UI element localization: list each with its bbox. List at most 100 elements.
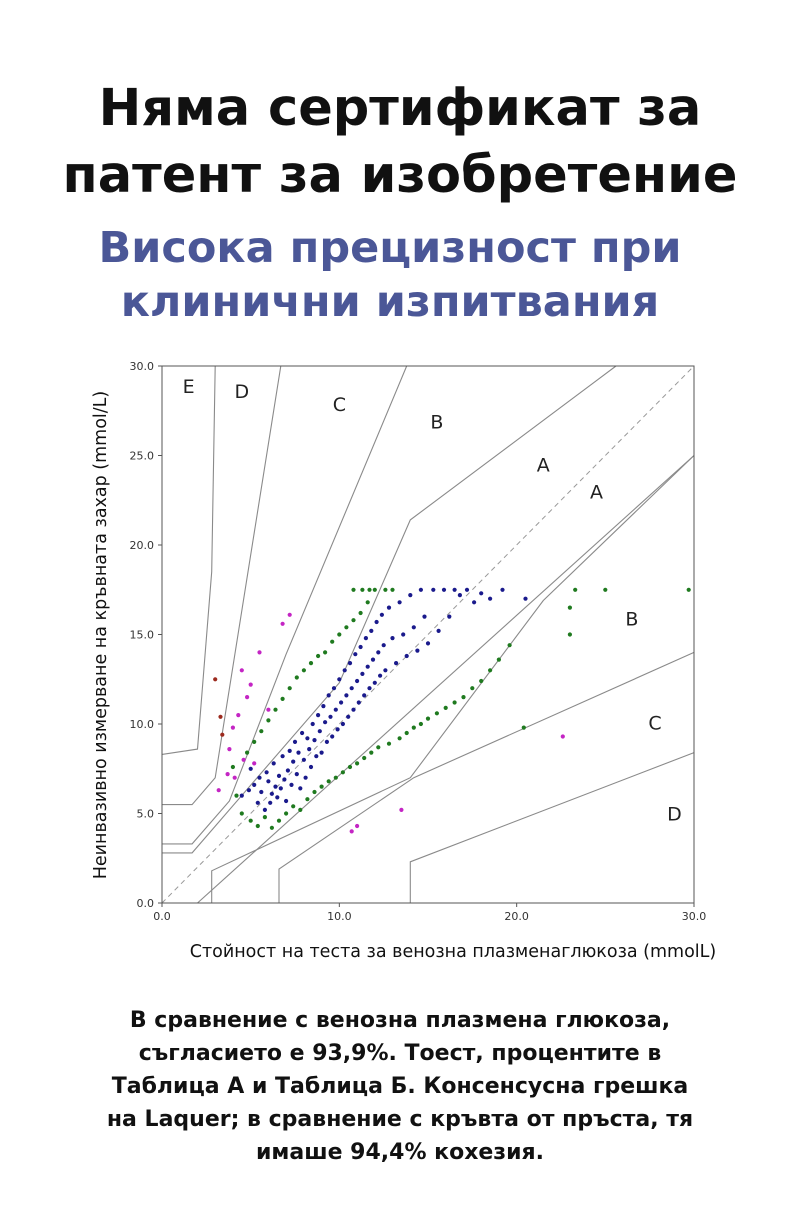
scatter-point-zone-A (273, 784, 278, 789)
scatter-point-zone-A (381, 643, 386, 648)
scatter-point-zone-C (241, 757, 246, 762)
scatter-point-zone-B (567, 632, 573, 637)
scatter-point-zone-B (340, 770, 345, 775)
scatter-point-zone-A (257, 775, 262, 780)
scatter-point-zone-A (351, 707, 356, 712)
scatter-point-zone-B (266, 718, 271, 723)
scatter-point-zone-A (349, 686, 354, 691)
scatter-point-zone-A (264, 770, 269, 775)
scatter-point-zone-C (230, 725, 235, 730)
scatter-point-zone-A (370, 657, 376, 662)
subtitle-line-2: клинични изпитвания (120, 277, 660, 327)
subtitle-line-1: Висока прецизност при (98, 223, 682, 273)
scatter-point-zone-A (287, 748, 292, 753)
y-tick-label: 15.0 (130, 629, 155, 642)
y-tick-label: 10.0 (130, 718, 155, 731)
scatter-point-zone-B (326, 779, 331, 784)
scatter-point-zone-B (507, 643, 512, 648)
scatter-point-zone-B (479, 678, 484, 684)
scatter-point-zone-A (340, 721, 345, 727)
scatter-point-zone-B (298, 807, 303, 812)
zone-boundary-line (162, 365, 617, 854)
scatter-point-zone-A (326, 693, 331, 698)
scatter-point-zone-B (239, 811, 244, 816)
scatter-point-zone-A (479, 591, 484, 596)
scatter-point-zone-A (308, 764, 314, 770)
scatter-point-zone-B (496, 657, 501, 662)
scatter-point-zone-A (523, 596, 528, 601)
zone-labels: E D C B A A B C D (183, 376, 682, 826)
scatter-point-zone-B (521, 725, 526, 730)
scatter-point-zone-B (461, 695, 466, 700)
scatter-point-zone-C (349, 829, 354, 834)
zone-boundary-line (197, 455, 695, 904)
scatter-point-zone-B (273, 707, 278, 712)
scatter-point-zone-A (292, 739, 298, 744)
scatter-point-zone-A (386, 605, 392, 610)
scatter-point-zone-A (328, 714, 333, 719)
scatter-point-zone-A (408, 593, 413, 598)
scatter-point-zone-A (353, 652, 358, 657)
scatter-point-zone-A (367, 686, 372, 691)
scatter-point-zone-A (316, 713, 321, 718)
scatter-point-zone-A (248, 766, 253, 771)
scatter-point-zone-A (298, 786, 303, 791)
scatter-point-zone-A (457, 593, 462, 598)
y-tick-label: 30.0 (130, 360, 155, 373)
scatter-point-zone-A (259, 789, 264, 795)
scatter-point-zone-A (246, 788, 251, 793)
scatter-point-zone-B (330, 639, 335, 644)
scatter-point-zone-B (301, 668, 306, 673)
scatter-point-zone-A (319, 750, 324, 755)
scatter-point-zone-B (488, 668, 493, 673)
scatter-point-zone-C (248, 682, 253, 687)
scatter-point-zone-A (335, 727, 340, 732)
scatter-point-zone-B (358, 610, 363, 616)
scatter-point-zone-A (342, 668, 347, 673)
zone-boundaries (161, 365, 695, 904)
y-tick-label: 20.0 (130, 539, 155, 552)
scatter-point-zone-B (372, 587, 377, 592)
scatter-point-zone-A (360, 671, 365, 676)
scatter-point-zone-A (411, 625, 416, 630)
scatter-point-zone-C (355, 823, 360, 829)
zone-boundary-line (278, 651, 695, 903)
title-line-2: патент за изобретение (62, 146, 738, 205)
scatter-point-zone-C (287, 612, 292, 617)
zone-label: A (537, 455, 550, 477)
x-tick-label: 30.0 (682, 910, 707, 923)
scatter-point-zone-A (500, 587, 505, 592)
scatter-point-zone-A (369, 628, 374, 633)
scatter-point-zone-B (230, 764, 235, 770)
scatter-point-zone-A (397, 600, 402, 605)
scatter-point-zone-B (686, 587, 691, 592)
scatter-point-zone-A (390, 636, 395, 641)
scatter-point-zone-B (255, 823, 260, 829)
scatter-point-zone-A (431, 587, 436, 592)
scatter-point-zone-B (351, 587, 356, 592)
scatter-point-zone-B (269, 825, 274, 830)
scatter-point-zone-C (236, 713, 241, 718)
scatter-point-zone-A (441, 587, 447, 592)
scatter-point-zone-A (337, 677, 342, 682)
scatter-point-zone-A (275, 795, 280, 800)
zone-label: B (430, 412, 443, 434)
scatter-point-zone-B (573, 587, 578, 592)
scatter-point-zone-A (404, 653, 409, 659)
scatter-point-zone-B (347, 764, 353, 770)
scatter-point-zone-B (351, 618, 356, 623)
scatter-point-zone-B (360, 587, 365, 592)
scatter-point-zone-A (383, 668, 388, 673)
scatter-point-zone-B (305, 797, 310, 802)
scatter-point-zone-A (276, 773, 282, 778)
scatter-point-zone-C (232, 775, 237, 780)
scatter-point-zone-A (284, 798, 289, 804)
caption-line: съгласието е 93,9%. Тоест, процентите в (138, 1041, 662, 1066)
scatter-point-zone-A (358, 644, 363, 650)
scatter-point-zone-A (282, 777, 287, 782)
scatter-point-zone-A (301, 757, 306, 762)
scatter-point-zone-B (308, 661, 314, 666)
scatter-point-zone-B (404, 730, 409, 736)
scatter-point-zone-A (262, 807, 267, 812)
scatter-point-zone-C (252, 761, 257, 766)
